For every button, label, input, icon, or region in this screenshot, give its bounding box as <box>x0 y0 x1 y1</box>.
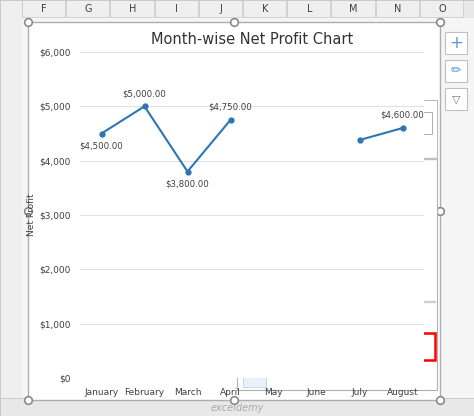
Bar <box>297 131 327 137</box>
Bar <box>375 0 419 17</box>
Bar <box>0 0 474 18</box>
Title: Month-wise Net Profit Chart: Month-wise Net Profit Chart <box>151 32 353 47</box>
Bar <box>237 158 437 159</box>
Bar <box>247 108 277 138</box>
Text: Delete Series: Delete Series <box>267 169 331 178</box>
Bar <box>243 277 266 300</box>
Text: Add Trendline...: Add Trendline... <box>267 313 340 322</box>
Text: exceldemy: exceldemy <box>210 403 264 413</box>
Text: ▾: ▾ <box>280 118 285 128</box>
Text: $3,800.00: $3,800.00 <box>165 180 210 189</box>
Text: Format Data Point...: Format Data Point... <box>267 371 362 380</box>
Bar <box>66 0 109 17</box>
Bar <box>28 22 440 400</box>
Text: H: H <box>129 4 136 14</box>
Bar <box>420 0 463 17</box>
Bar <box>445 32 467 54</box>
Text: Format Data Label...: Format Data Label... <box>267 342 364 351</box>
Bar <box>445 88 467 110</box>
Bar <box>243 191 266 214</box>
Text: M: M <box>349 4 358 14</box>
Text: F: F <box>41 4 47 14</box>
Bar <box>0 0 22 416</box>
Bar <box>345 112 432 134</box>
Y-axis label: Net Profit: Net Profit <box>27 194 36 236</box>
Text: A: A <box>307 114 317 126</box>
Text: ▽: ▽ <box>452 94 460 104</box>
Bar <box>199 0 242 17</box>
Text: Reset to Match Style: Reset to Match Style <box>267 198 365 207</box>
Bar <box>239 301 435 302</box>
Bar <box>247 131 277 137</box>
Text: 3-D Rotation...: 3-D Rotation... <box>267 285 336 293</box>
Text: Change Series Chart Type...: Change Series Chart Type... <box>267 227 399 236</box>
Bar <box>237 100 437 158</box>
Text: $4,750.00: $4,750.00 <box>209 103 252 112</box>
Bar <box>239 333 435 360</box>
Bar <box>287 0 330 17</box>
Text: G: G <box>84 4 92 14</box>
Text: A: A <box>257 114 267 126</box>
Text: L: L <box>307 4 312 14</box>
Text: $5,000.00: $5,000.00 <box>123 89 166 98</box>
Bar <box>22 0 65 17</box>
Bar <box>243 220 266 243</box>
Text: Series "Net Pro ▼: Series "Net Pro ▼ <box>349 119 415 127</box>
Bar <box>237 100 437 390</box>
Bar <box>243 364 266 387</box>
Text: ✏: ✏ <box>451 64 461 77</box>
Bar <box>331 0 374 17</box>
Text: K: K <box>262 4 268 14</box>
Bar <box>0 398 474 416</box>
Text: J: J <box>219 4 222 14</box>
Bar <box>243 249 266 272</box>
Text: N: N <box>394 4 401 14</box>
Bar <box>110 0 154 17</box>
Text: Fill: Fill <box>256 142 268 151</box>
Text: $4,500.00: $4,500.00 <box>80 142 123 151</box>
Text: $4,600.00: $4,600.00 <box>381 111 424 120</box>
Text: +: + <box>449 34 463 52</box>
Text: ▾: ▾ <box>330 118 335 128</box>
Bar <box>243 0 286 17</box>
Bar <box>243 335 266 358</box>
Text: I: I <box>175 4 178 14</box>
Text: Outline: Outline <box>297 142 328 151</box>
Text: Select Data...: Select Data... <box>267 255 331 265</box>
Bar <box>297 108 327 138</box>
Text: O: O <box>438 4 446 14</box>
Bar <box>445 60 467 82</box>
Bar <box>155 0 198 17</box>
